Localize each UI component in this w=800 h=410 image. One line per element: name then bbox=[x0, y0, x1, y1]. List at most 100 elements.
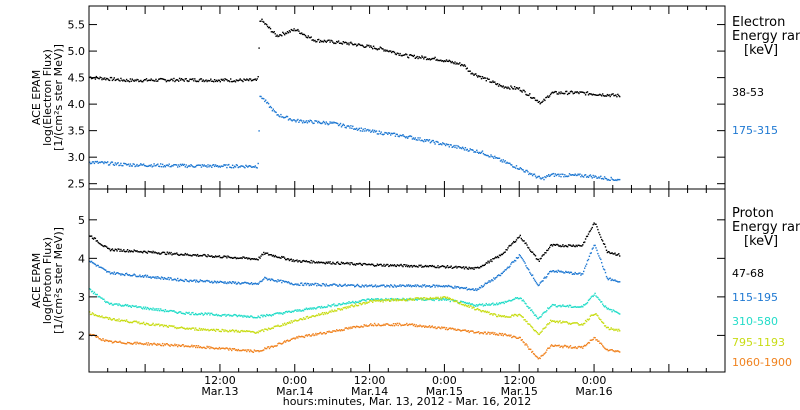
data-point bbox=[451, 298, 453, 301]
data-point bbox=[178, 80, 180, 82]
data-point bbox=[399, 134, 401, 136]
data-point bbox=[506, 334, 508, 337]
data-point bbox=[126, 274, 129, 276]
data-point bbox=[510, 334, 512, 336]
data-point bbox=[360, 44, 362, 47]
data-point bbox=[232, 257, 235, 259]
data-point bbox=[286, 31, 289, 33]
data-point bbox=[482, 310, 485, 312]
data-point bbox=[157, 276, 159, 278]
data-point bbox=[588, 93, 591, 95]
data-point bbox=[562, 304, 564, 306]
data-point bbox=[531, 350, 534, 353]
data-point bbox=[490, 313, 492, 315]
data-point bbox=[569, 271, 572, 273]
data-point bbox=[433, 265, 435, 267]
data-point bbox=[532, 277, 535, 279]
data-point bbox=[163, 277, 166, 279]
data-point bbox=[522, 169, 524, 171]
data-point bbox=[179, 345, 182, 347]
data-point bbox=[247, 282, 249, 284]
data-point bbox=[348, 326, 350, 329]
data-point bbox=[476, 267, 478, 269]
data-point bbox=[406, 53, 408, 56]
data-point bbox=[277, 114, 279, 116]
data-point bbox=[535, 99, 538, 102]
data-point bbox=[378, 285, 380, 287]
data-point bbox=[259, 330, 261, 333]
data-point bbox=[473, 151, 475, 153]
data-point bbox=[454, 285, 456, 287]
data-point bbox=[541, 255, 543, 257]
data-point bbox=[568, 244, 571, 246]
data-point bbox=[407, 265, 409, 268]
data-point bbox=[560, 270, 562, 272]
data-point bbox=[583, 241, 585, 244]
data-point bbox=[287, 281, 290, 283]
data-point bbox=[506, 161, 508, 164]
data-point bbox=[428, 265, 431, 267]
data-point bbox=[511, 314, 513, 316]
data-point bbox=[312, 333, 314, 335]
data-point bbox=[375, 130, 378, 132]
data-point bbox=[538, 260, 540, 262]
data-point bbox=[166, 326, 168, 328]
data-point bbox=[103, 298, 105, 300]
y-tick-label: 5 bbox=[78, 214, 85, 227]
data-point bbox=[539, 103, 541, 105]
data-point bbox=[319, 306, 321, 308]
data-point bbox=[339, 309, 342, 311]
data-point bbox=[526, 267, 528, 269]
data-point bbox=[435, 327, 437, 330]
data-point bbox=[592, 93, 594, 95]
data-point bbox=[448, 297, 450, 299]
data-point bbox=[444, 328, 447, 331]
data-point bbox=[92, 313, 95, 315]
data-point bbox=[463, 329, 466, 331]
data-point bbox=[569, 174, 572, 176]
data-point bbox=[388, 265, 390, 268]
data-point bbox=[389, 286, 391, 288]
data-point bbox=[433, 326, 435, 329]
data-point bbox=[520, 297, 522, 300]
data-point bbox=[344, 283, 346, 285]
data-point bbox=[500, 272, 503, 275]
data-point bbox=[110, 319, 113, 321]
data-point bbox=[554, 321, 556, 323]
data-point bbox=[115, 303, 117, 305]
data-point bbox=[213, 348, 216, 350]
data-point bbox=[425, 286, 427, 288]
data-point bbox=[543, 311, 545, 314]
data-point bbox=[91, 334, 94, 336]
proton-y-axis-label: ACE EPAMlog(Proton Flux)[1/(cm²s ster Me… bbox=[30, 227, 65, 334]
data-point bbox=[164, 79, 167, 81]
data-point bbox=[281, 312, 283, 314]
data-point bbox=[567, 323, 570, 325]
data-point bbox=[352, 284, 354, 286]
data-point bbox=[108, 79, 111, 82]
data-point bbox=[597, 228, 599, 231]
data-point bbox=[278, 115, 280, 117]
data-point bbox=[380, 298, 382, 300]
data-point bbox=[171, 279, 173, 281]
data-point bbox=[566, 322, 569, 324]
data-point bbox=[158, 308, 160, 310]
data-point bbox=[351, 284, 353, 286]
data-point bbox=[212, 313, 214, 316]
data-point bbox=[447, 298, 450, 300]
data-point bbox=[446, 298, 449, 301]
data-point bbox=[267, 278, 270, 280]
data-point bbox=[574, 91, 576, 93]
data-point bbox=[532, 253, 535, 255]
data-point bbox=[607, 350, 609, 352]
data-point bbox=[343, 42, 345, 44]
data-point bbox=[450, 285, 452, 288]
data-point bbox=[147, 342, 150, 344]
data-point bbox=[533, 314, 536, 316]
data-point bbox=[343, 307, 345, 309]
data-point bbox=[407, 285, 409, 287]
data-point bbox=[372, 325, 375, 327]
data-point bbox=[129, 305, 132, 307]
data-point bbox=[382, 284, 384, 286]
data-point bbox=[318, 261, 320, 263]
